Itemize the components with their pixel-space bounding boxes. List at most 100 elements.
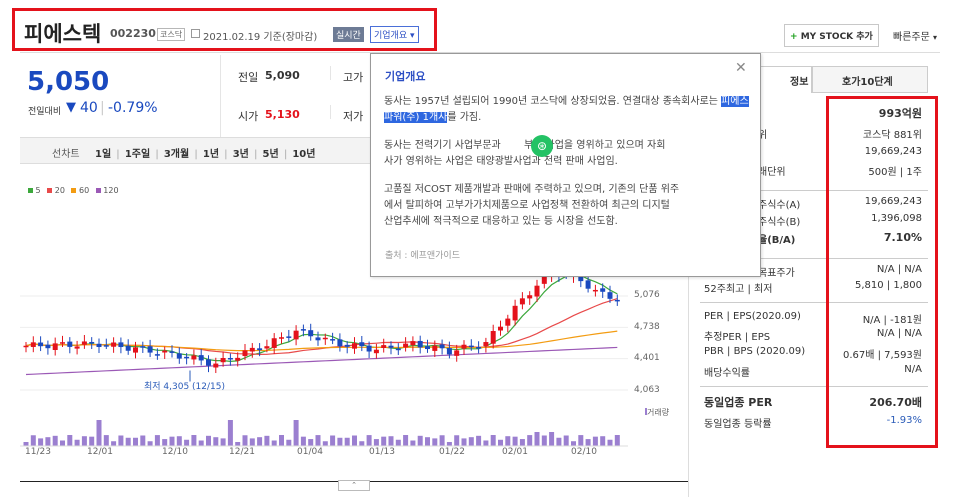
volume-bar [519,439,525,446]
volume-bar [52,435,58,446]
tab-1d[interactable]: 1일 [95,149,112,160]
volume-bar [446,441,452,446]
stock-code: 002230 [110,27,156,40]
collapse-button[interactable]: ⌃ [338,480,370,491]
price-chart[interactable] [20,200,688,465]
prev-label: 전일 [238,71,259,84]
info-row-label[interactable]: 추정PER | EPS [704,332,771,343]
volume-bar [264,435,270,446]
info-row-label[interactable]: 52주최고 | 최저 [704,284,773,295]
change-label: 전일대비 [28,107,62,117]
candle-body [198,355,204,361]
candle-body [381,345,387,349]
candle-body [498,326,503,331]
candle-body [425,346,430,350]
candle-body [585,280,591,289]
candle-body [512,305,518,321]
candle-body [74,346,80,349]
info-row-label[interactable]: 동일업종 PER [704,396,773,409]
candle-body [468,345,474,348]
my-stock-button[interactable]: + MY STOCK 추가 [784,24,879,47]
volume-bar [184,439,190,446]
volume-bar [162,439,168,446]
candle-body [403,343,409,348]
tab-3m[interactable]: 3개월 [163,149,190,160]
info-row-value: 1,396,098 [871,213,922,224]
quick-order-link[interactable]: 빠른주문 ▾ [893,28,937,43]
volume-bar [600,436,606,446]
volume-bar [359,441,365,446]
candle-body [103,345,109,347]
info-row-label[interactable]: PBR | BPS (2020.09) [704,346,806,357]
tab-10y[interactable]: 10년 [292,149,316,160]
realtime-badge[interactable]: 실시간 [333,27,364,42]
ma120-line [25,346,618,376]
volume-bar [571,441,576,446]
candle-body [505,318,511,326]
close-icon[interactable]: ✕ [735,60,747,76]
volume-bar [352,435,357,446]
volume-bar [490,435,496,446]
volume-bar [315,435,321,446]
row-divider [330,66,331,80]
current-price: 5,050 [27,67,110,97]
volume-bar [96,420,102,446]
tab-1w[interactable]: 1주일 [124,149,151,160]
candle-body [220,357,226,363]
para2-line2b: 사업과 전력 판매 사업임. [513,156,618,167]
overview-label: 기업개요 [374,31,408,41]
orderbook-tab[interactable] [812,66,928,93]
info-row-label[interactable]: 위 [758,130,768,141]
para3-line2: 에서 탈피하여 고부가가치제품으로 사업정책 전환하여 최근의 디지털 [384,200,670,211]
volume-bar [125,437,131,446]
volume-bar [373,439,379,446]
volume-bar [592,436,598,446]
volume-bar [439,435,445,446]
info-row-divider [700,258,928,259]
candle-body [60,342,65,344]
candle-body [96,343,102,348]
info-row-label[interactable]: PER | EPS(2020.09) [704,311,801,322]
plus-icon: + [790,32,798,42]
info-row-label[interactable]: 동일업종 등락률 [704,419,772,430]
candle-body [359,342,365,347]
high-label: 고가 [343,71,364,84]
ma60-swatch [71,188,77,193]
info-row-label[interactable]: 래단위 [758,167,786,178]
info-row-label[interactable]: 율(B/A) [758,235,796,246]
ma-legend: 5 20 60 120 [28,186,119,195]
candle-body [417,340,423,348]
tab-1y[interactable]: 1년 [202,149,220,160]
x-tick: 12/10 [162,447,188,457]
para2-line2: 사가 영위하는 사업은 태양광발 [384,156,514,167]
open-label: 시가 [238,110,259,123]
volume-bar [60,440,65,446]
info-row-label[interactable]: 주식수(B) [758,217,801,228]
info-row-divider [700,386,928,387]
info-row-label[interactable]: 목표주가 [758,268,795,279]
volume-bar [563,435,569,446]
volume-bar [176,436,182,446]
candle-body [176,353,182,359]
overview-button[interactable]: 기업개요 ▾ [370,26,419,43]
candle-body [337,339,343,347]
candle-body [614,299,620,302]
volume-bar [476,435,482,446]
volume-bar [235,441,241,446]
candle-body [206,359,211,366]
info-row-value: 206.70배 [869,396,922,409]
tab-5y[interactable]: 5년 [262,149,279,160]
para1-text: 동사는 1957년 설립되어 1990년 코스닥에 상장되었음. 연결대상 종속… [384,96,722,107]
volume-bar [483,440,489,446]
tab-3y[interactable]: 3년 [232,149,249,160]
candle-body [81,341,87,345]
candle-body [446,348,452,355]
info-row-label[interactable]: 주식수(A) [758,200,801,211]
period-tabs: 1일 | 1주일 | 3개월 | 1년 | 3년 | 5년 | 10년 [95,149,316,160]
line-chart-tab[interactable]: 선차트 [52,149,80,160]
popup-title: 기업개요 [385,70,426,83]
info-row-label[interactable]: 배당수익률 [704,368,750,379]
volume-bar [454,435,460,446]
candle-body [133,347,138,353]
volume-bar [111,441,117,446]
